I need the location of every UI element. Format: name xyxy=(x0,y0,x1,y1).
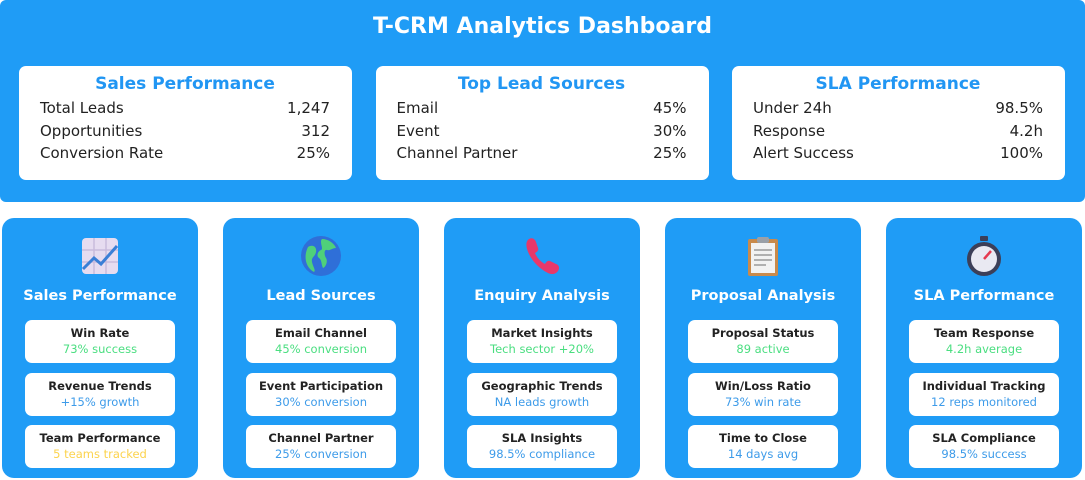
analysis-card[interactable]: Sales Performance Win Rate 73% success Reve… xyxy=(2,218,198,478)
summary-value: 25% xyxy=(653,144,687,162)
summary-card: Sales Performance Total Leads 1,247 Opportu… xyxy=(19,66,352,180)
metric-value: 45% conversion xyxy=(275,342,367,356)
metric-value: 12 reps monitored xyxy=(931,394,1037,409)
metric-value: 5 teams tracked xyxy=(53,447,147,461)
globe-icon xyxy=(300,235,342,277)
metric-name: Market Insights xyxy=(491,326,593,340)
stopwatch-icon xyxy=(963,235,1005,277)
metric-item[interactable]: Email Channel 45% conversion xyxy=(246,320,396,363)
metric-name: Geographic Trends xyxy=(481,378,603,393)
metric-name: Time to Close xyxy=(719,431,807,445)
summary-row: Email 45% xyxy=(397,97,687,120)
metric-name: Team Response xyxy=(933,326,1035,340)
telephone-icon xyxy=(521,235,563,277)
metric-value: 25% conversion xyxy=(275,447,367,461)
metric-item[interactable]: Revenue Trends +15% growth xyxy=(25,372,175,416)
summary-label: Email xyxy=(396,99,439,117)
summary-label: Total Leads xyxy=(40,99,124,117)
summary-value: 25% xyxy=(296,144,330,162)
metric-value: 4.2h average xyxy=(945,342,1023,356)
summary-row: Under 24h 98.5% xyxy=(753,97,1043,120)
metric-name: Revenue Trends xyxy=(48,378,152,393)
metric-value: Tech sector +20% xyxy=(490,342,594,356)
card-title: Enquiry Analysis xyxy=(474,288,610,304)
metric-name: Event Participation xyxy=(258,378,384,393)
summary-row: Opportunities 312 xyxy=(40,120,330,143)
summary-value: 100% xyxy=(1000,144,1043,162)
metric-item[interactable]: Individual Tracking 12 reps monitored xyxy=(909,372,1059,416)
summary-value: 312 xyxy=(301,121,330,140)
summary-label: Conversion Rate xyxy=(40,144,164,162)
metric-item[interactable]: Win Rate 73% success xyxy=(25,320,175,363)
metric-value: 89 active xyxy=(736,342,790,356)
summary-label: Response xyxy=(753,121,826,140)
summary-value: 1,247 xyxy=(287,99,330,117)
metric-name: Email Channel xyxy=(275,326,367,340)
card-title: Sales Performance xyxy=(23,288,177,304)
metric-name: Win Rate xyxy=(70,326,130,340)
summary-value: 30% xyxy=(653,121,687,140)
metric-item[interactable]: Team Response 4.2h average xyxy=(909,320,1059,363)
metric-value: 73% win rate xyxy=(724,394,802,409)
summary-title: Sales Performance xyxy=(95,74,275,94)
metric-name: Individual Tracking xyxy=(922,378,1046,393)
metric-item[interactable]: Win/Loss Ratio 73% win rate xyxy=(688,372,838,416)
page-title: T-CRM Analytics Dashboard xyxy=(373,14,712,39)
metric-item[interactable]: Market Insights Tech sector +20% xyxy=(467,320,617,363)
metric-name: Team Performance xyxy=(39,431,161,445)
summary-row: Conversion Rate 25% xyxy=(40,142,330,165)
chart-increasing-icon xyxy=(79,235,121,277)
metric-item[interactable]: Time to Close 14 days avg xyxy=(688,425,838,468)
metric-item[interactable]: Geographic Trends NA leads growth xyxy=(467,372,617,416)
metric-item[interactable]: SLA Insights 98.5% compliance xyxy=(467,425,617,468)
summary-label: Opportunities xyxy=(40,121,143,140)
card-title: Proposal Analysis xyxy=(690,288,836,304)
summary-row: Response 4.2h xyxy=(753,120,1043,143)
metric-value: 98.5% success xyxy=(941,447,1027,461)
metric-value: 73% success xyxy=(62,342,138,356)
metric-value: +15% growth xyxy=(60,394,140,409)
summary-card: Top Lead Sources Email 45% Event 30% Channel … xyxy=(375,66,709,180)
summary-label: Under 24h xyxy=(753,99,832,117)
metric-value: 30% conversion xyxy=(275,394,367,409)
card-title: SLA Performance xyxy=(913,288,1055,304)
metric-name: SLA Compliance xyxy=(932,431,1036,445)
metric-name: Proposal Status xyxy=(711,326,815,340)
metric-item[interactable]: SLA Compliance 98.5% success xyxy=(909,425,1059,468)
clipboard-icon xyxy=(742,235,784,277)
summary-value: 98.5% xyxy=(995,99,1043,117)
metric-item[interactable]: Channel Partner 25% conversion xyxy=(246,425,396,468)
metric-item[interactable]: Team Performance 5 teams tracked xyxy=(25,425,175,468)
summary-row: Event 30% xyxy=(397,120,687,143)
analysis-card[interactable]: SLA Performance Team Response 4.2h average… xyxy=(886,218,1082,478)
summary-label: Channel Partner xyxy=(396,144,518,162)
analysis-card[interactable]: Proposal Analysis Proposal Status 89 activ… xyxy=(665,218,861,478)
metric-name: Channel Partner xyxy=(268,431,374,445)
summary-value: 45% xyxy=(653,99,687,117)
metric-name: SLA Insights xyxy=(501,431,583,445)
summary-row: Total Leads 1,247 xyxy=(40,97,330,120)
metric-item[interactable]: Event Participation 30% conversion xyxy=(246,372,396,416)
metric-value: 98.5% compliance xyxy=(488,447,596,461)
metric-name: Win/Loss Ratio xyxy=(715,378,811,393)
metric-value: NA leads growth xyxy=(494,394,590,409)
summary-row: Alert Success 100% xyxy=(753,142,1043,165)
summary-value: 4.2h xyxy=(1009,121,1043,140)
metric-value: 14 days avg xyxy=(727,447,799,461)
metric-item[interactable]: Proposal Status 89 active xyxy=(688,320,838,363)
summary-card: SLA Performance Under 24h 98.5% Response 4.2… xyxy=(732,66,1065,180)
summary-label: Alert Success xyxy=(753,144,854,162)
card-title: Lead Sources xyxy=(266,288,376,304)
analysis-card[interactable]: Lead Sources Email Channel 45% conversion E… xyxy=(223,218,419,478)
summary-title: Top Lead Sources xyxy=(457,74,626,94)
analysis-card[interactable]: Enquiry Analysis Market Insights Tech sect… xyxy=(444,218,640,478)
summary-title: SLA Performance xyxy=(815,74,981,94)
summary-row: Channel Partner 25% xyxy=(397,142,687,165)
summary-label: Event xyxy=(396,121,440,140)
